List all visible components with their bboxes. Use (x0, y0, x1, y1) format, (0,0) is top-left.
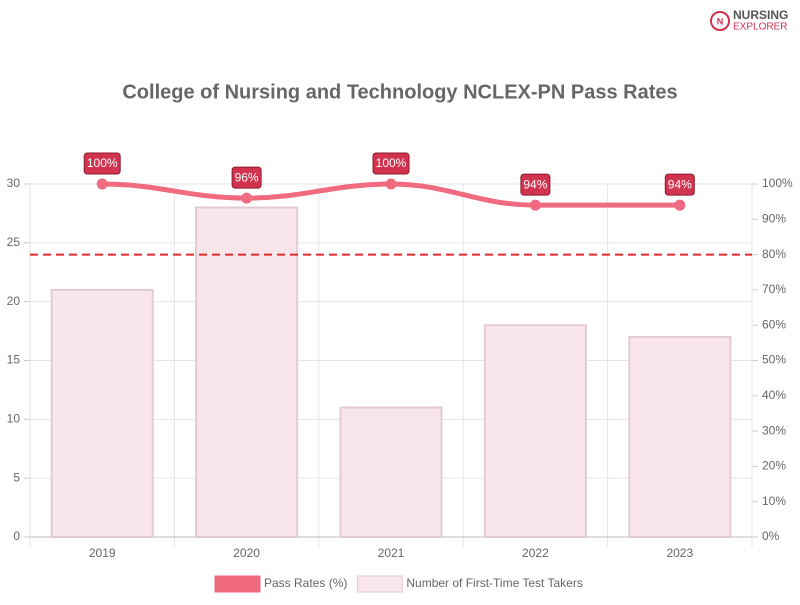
x-tick-label: 2020 (233, 546, 260, 560)
y-tick-label: 0 (13, 529, 20, 543)
point (385, 178, 397, 190)
legend-label: Pass Rates (%) (264, 576, 347, 590)
point (529, 199, 541, 211)
chart-title: College of Nursing and Technology NCLEX-… (122, 81, 677, 103)
bar (483, 324, 587, 539)
data-label-box (83, 152, 121, 175)
logo-mark: N (717, 16, 724, 26)
logo-text: EXPLORER (733, 22, 787, 33)
y2-tick-label: 90% (762, 211, 786, 225)
logo-icon (710, 11, 730, 31)
data-label: 96% (235, 170, 259, 184)
data-label-box (372, 152, 410, 175)
legend-label: Number of First-Time Test Takers (406, 576, 582, 590)
data-label: 100% (87, 156, 118, 170)
x-tick-label: 2023 (666, 546, 693, 560)
bar (628, 335, 732, 539)
y-tick-label: 25 (7, 235, 21, 249)
y2-tick-label: 20% (762, 459, 786, 473)
data-label: 94% (523, 177, 547, 191)
y-tick-label: 15 (7, 353, 21, 367)
data-label: 100% (376, 156, 407, 170)
point (674, 199, 686, 211)
x-tick-label: 2021 (378, 546, 405, 560)
data-label: 94% (668, 177, 692, 191)
x-tick-label: 2019 (89, 546, 116, 560)
y2-tick-label: 10% (762, 494, 786, 508)
y-tick-label: 5 (13, 470, 20, 484)
bar (195, 206, 299, 539)
y2-tick-label: 0% (762, 529, 780, 543)
y2-tick-label: 40% (762, 388, 786, 402)
logo-text: NURSING (733, 8, 788, 22)
y2-tick-label: 70% (762, 282, 786, 296)
bar (339, 406, 443, 539)
legend-swatch (356, 575, 403, 593)
y2-tick-label: 30% (762, 423, 786, 437)
legend-swatch (214, 575, 261, 593)
point (96, 178, 108, 190)
data-label-box (520, 173, 551, 196)
y-tick-label: 30 (7, 176, 21, 190)
point (241, 192, 253, 204)
bar (50, 288, 154, 538)
y2-tick-label: 80% (762, 247, 786, 261)
data-label-box (231, 166, 262, 189)
data-label-box (664, 173, 695, 196)
y2-tick-label: 100% (762, 176, 793, 190)
y2-tick-label: 50% (762, 353, 786, 367)
y-tick-label: 10 (7, 412, 21, 426)
y-tick-label: 20 (7, 294, 21, 308)
y2-tick-label: 60% (762, 317, 786, 331)
logo: N NURSING EXPLORER (710, 8, 788, 33)
x-tick-label: 2022 (522, 546, 549, 560)
